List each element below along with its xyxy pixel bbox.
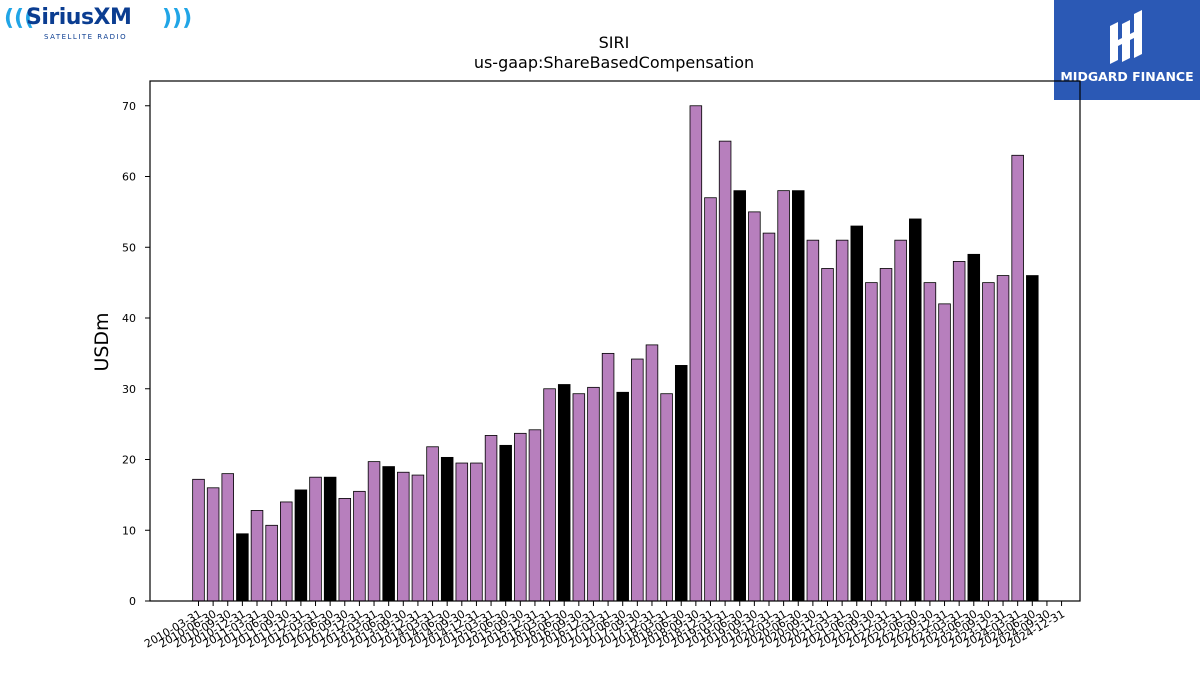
bar <box>338 498 352 602</box>
bar <box>674 365 688 602</box>
bar <box>528 429 542 602</box>
y-tick-label: 0 <box>129 595 136 608</box>
bar <box>616 391 629 602</box>
bar <box>996 275 1010 602</box>
bar <box>382 466 395 602</box>
bar <box>1026 275 1039 602</box>
y-axis: 0 10 20 30 40 50 60 70 <box>122 100 150 608</box>
bar <box>499 444 512 602</box>
bar <box>557 384 571 602</box>
bar <box>323 476 337 602</box>
bar <box>733 190 746 602</box>
bar <box>236 533 249 602</box>
y-tick-label: 40 <box>122 312 136 325</box>
bar <box>426 446 439 602</box>
midgard-mark-icon <box>1110 10 1142 64</box>
bar <box>967 253 981 602</box>
chart-title: SIRI <box>599 33 630 52</box>
signal-waves-left-icon: ((( <box>4 6 35 31</box>
plot-frame <box>149 80 1081 602</box>
bar <box>645 344 659 602</box>
bar <box>206 487 220 602</box>
y-tick-label: 60 <box>122 171 136 184</box>
bar <box>367 461 381 602</box>
bar <box>938 303 951 602</box>
bar <box>411 474 425 602</box>
bar <box>821 268 834 602</box>
bar <box>250 510 264 602</box>
midgard-finance-name: MIDGARD FINANCE <box>1060 69 1194 84</box>
bar <box>221 473 234 602</box>
bar <box>353 490 366 602</box>
bars-layer <box>192 105 1039 602</box>
bar <box>806 239 820 602</box>
bar <box>704 197 717 602</box>
y-tick-label: 20 <box>122 454 136 467</box>
bar <box>587 386 600 602</box>
bar <box>440 456 454 602</box>
bar <box>952 261 966 602</box>
bar <box>982 282 995 602</box>
bar <box>265 524 278 602</box>
bar <box>923 282 937 602</box>
siriusxm-logo-subtitle: SATELLITE RADIO <box>44 33 128 41</box>
signal-waves-right-icon: ))) <box>162 6 193 31</box>
bar <box>865 282 878 602</box>
bar <box>543 388 556 602</box>
bar <box>792 190 805 602</box>
y-tick-label: 10 <box>122 524 136 537</box>
bar <box>514 432 527 602</box>
bar <box>748 211 761 602</box>
y-tick-label: 70 <box>122 100 136 113</box>
siriusxm-logo-text: SiriusXM <box>26 5 132 30</box>
y-tick-label: 50 <box>122 241 136 254</box>
bar <box>470 462 483 602</box>
bar <box>660 393 673 602</box>
y-tick-label: 30 <box>122 383 136 396</box>
bar <box>1011 154 1024 602</box>
y-axis-label: USDm <box>91 312 113 371</box>
midgard-finance-logo: MIDGARD FINANCE <box>1054 0 1200 100</box>
chart-subtitle: us-gaap:ShareBasedCompensation <box>474 53 754 72</box>
bar <box>280 501 293 602</box>
bar <box>909 218 922 602</box>
bar <box>294 489 308 602</box>
x-axis: 2010-03-312010-06-302010-09-302010-12-31… <box>142 601 1067 651</box>
bar <box>879 268 893 602</box>
bar <box>455 462 469 602</box>
bar <box>192 478 205 602</box>
bar <box>484 435 498 602</box>
bar <box>631 358 644 602</box>
bar <box>894 239 907 602</box>
bar <box>850 225 864 602</box>
bar <box>601 352 615 602</box>
bar <box>689 105 703 602</box>
siriusxm-logo: ((( SiriusXM ))) SATELLITE RADIO <box>4 3 192 45</box>
bar <box>309 476 322 602</box>
bar <box>397 471 410 602</box>
bar <box>762 232 776 602</box>
bar <box>718 140 732 602</box>
bar <box>572 393 586 602</box>
bar <box>835 239 849 602</box>
bar <box>777 190 790 602</box>
